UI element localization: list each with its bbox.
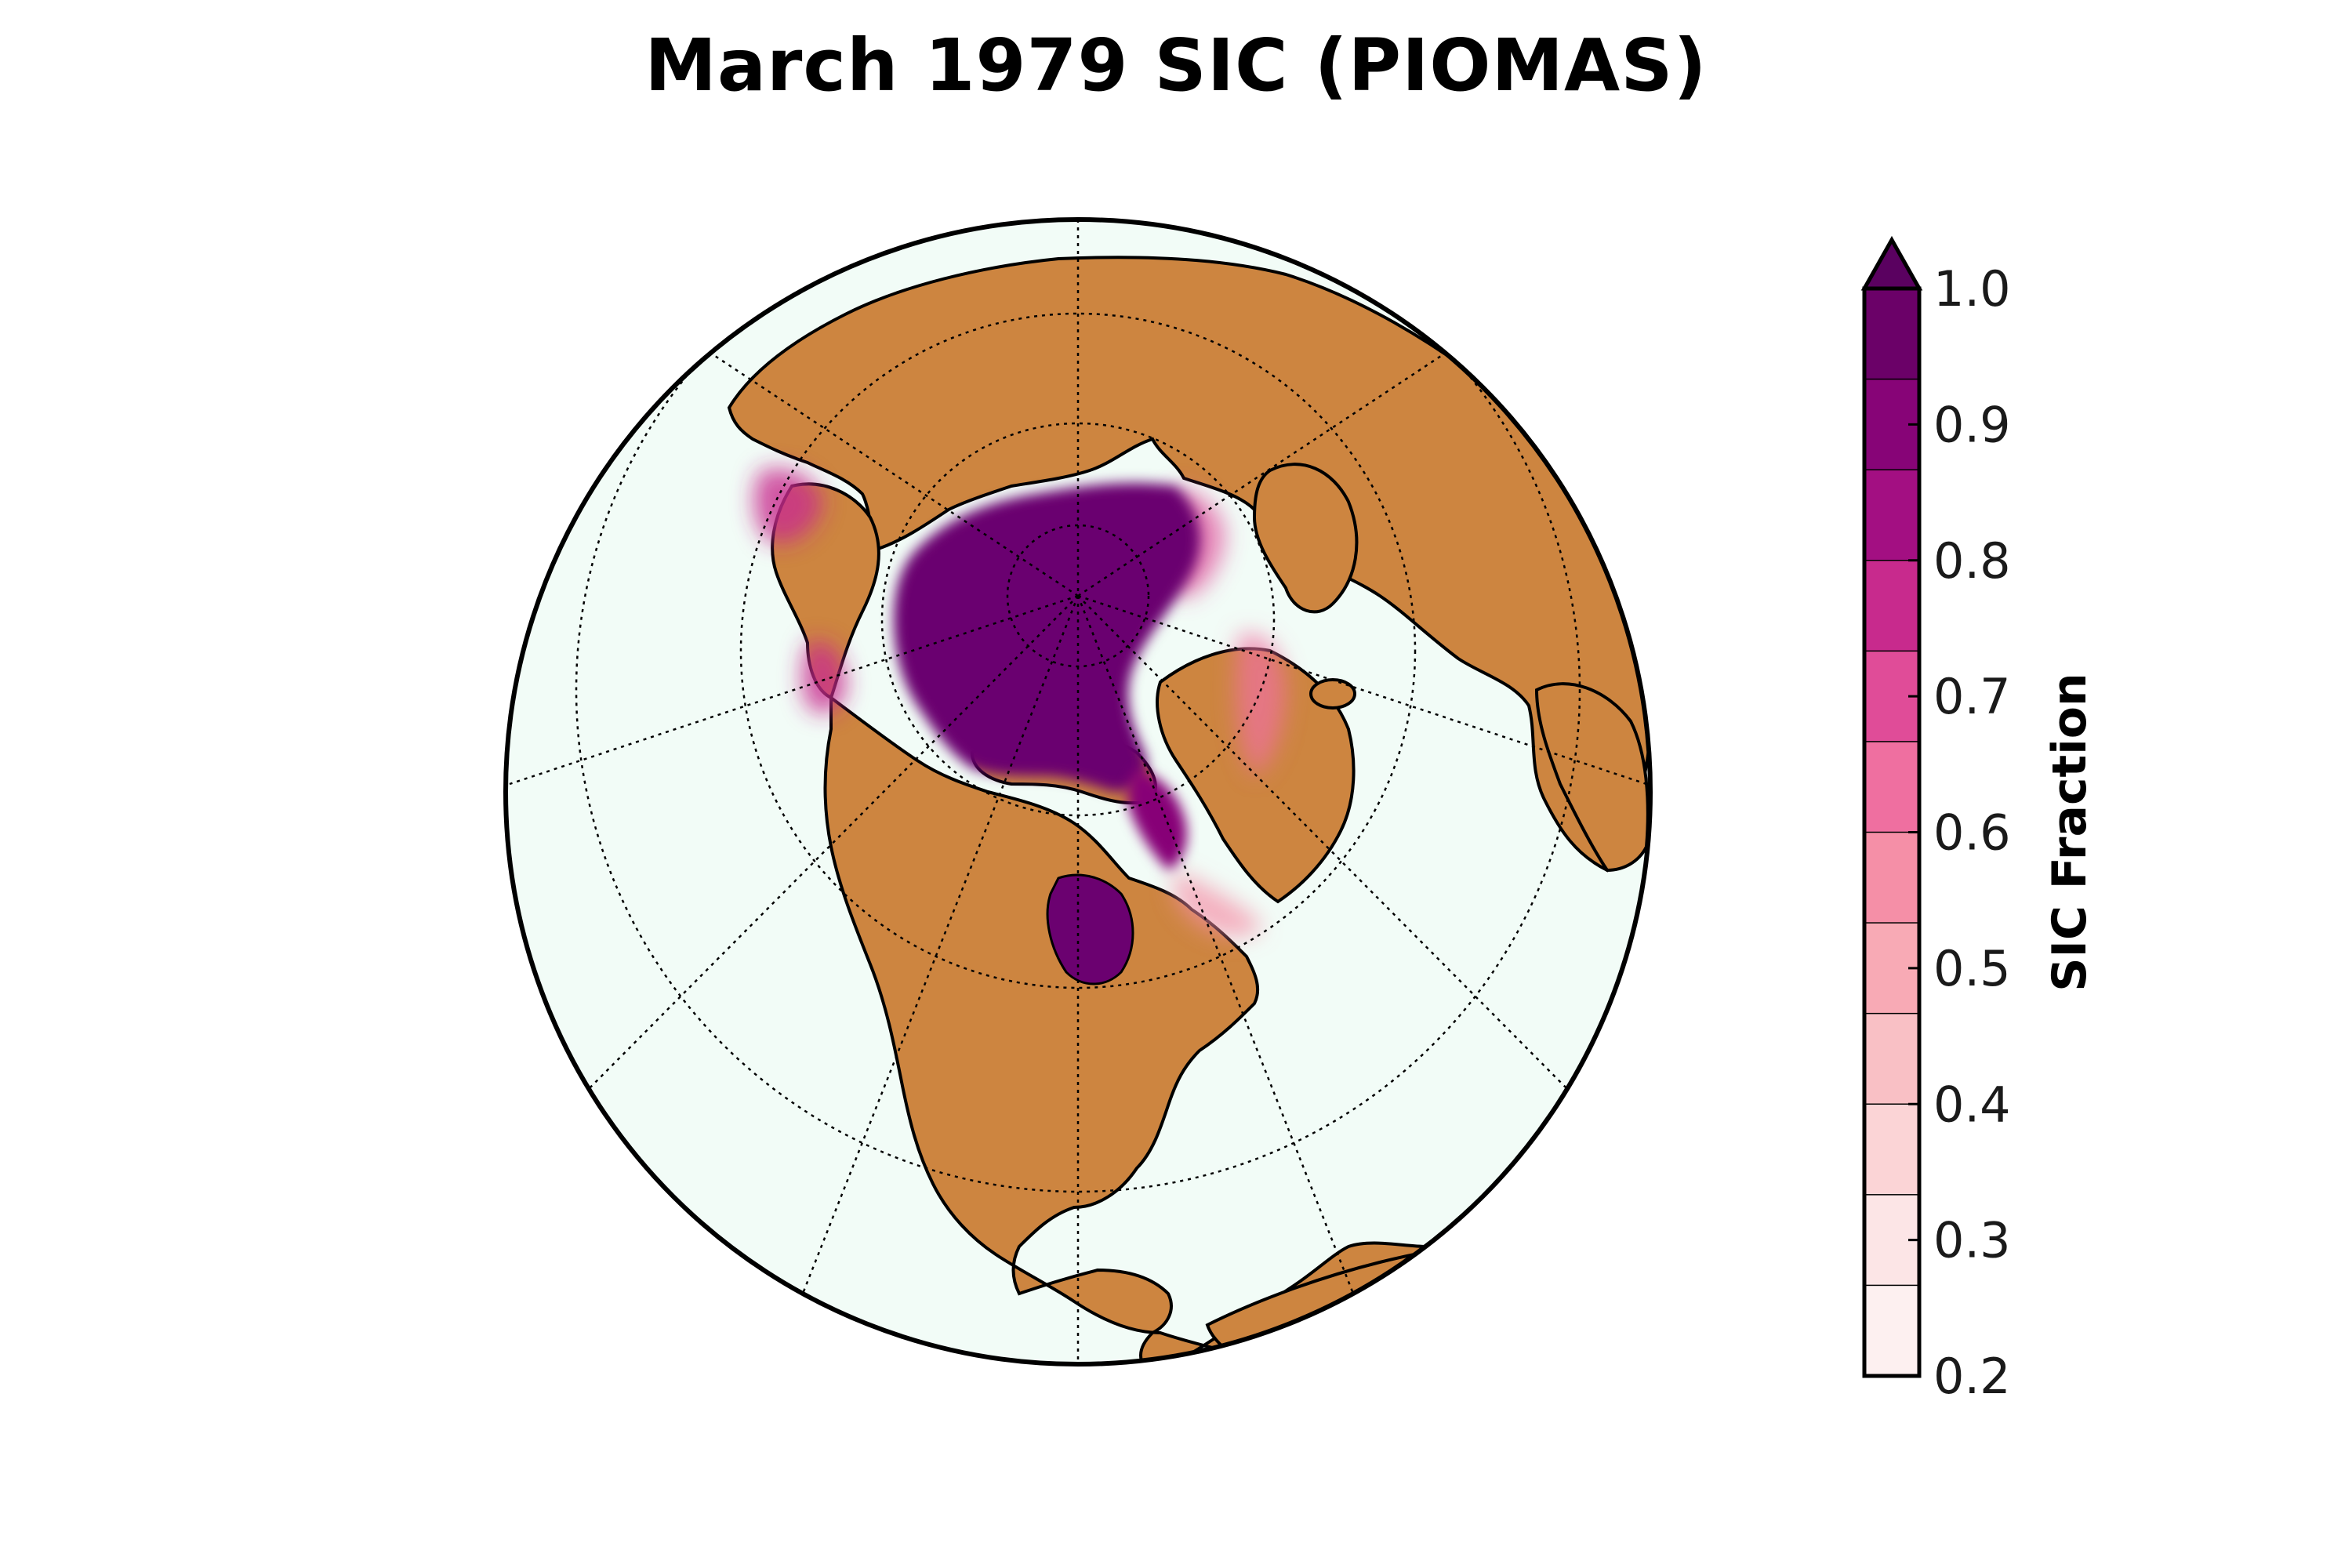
colorbar-label: SIC Fraction [2042, 673, 2097, 991]
land-eurasia [727, 256, 1650, 873]
colorbar: 1.0 0.9 0.8 0.7 0.6 0.5 0.4 0.3 0.2 SIC Fraction [1860, 235, 2097, 1405]
colorbar-band [1864, 1103, 1920, 1196]
colorbar-tick-label: 0.5 [1933, 940, 2011, 997]
graticule [509, 220, 1647, 1364]
colorbar-band [1864, 469, 1920, 562]
colorbar-tick-label: 0.4 [1933, 1076, 2011, 1133]
colorbar-band [1864, 560, 1920, 652]
land-europe [1252, 463, 1359, 614]
colorbar-tick-label: 0.2 [1933, 1348, 2011, 1405]
colorbar-tick-label: 0.8 [1933, 532, 2011, 590]
map-title: March 1979 SIC (PIOMAS) [644, 24, 1708, 107]
colorbar-tick-label: 1.0 [1933, 260, 2011, 318]
colorbar-band [1864, 1012, 1920, 1105]
colorbar-band [1864, 831, 1920, 924]
land-africa [1534, 682, 1650, 873]
colorbar-band [1864, 1284, 1920, 1377]
sea-ice-baffin [1127, 768, 1187, 870]
globe-border [503, 217, 1653, 1367]
colorbar-tick-label: 0.3 [1933, 1212, 2011, 1269]
colorbar-band [1864, 288, 1920, 380]
colorbar-tick-label: 0.9 [1933, 396, 2011, 453]
colorbar-tick-label: 0.6 [1933, 804, 2011, 862]
globe [503, 217, 1653, 1367]
colorbar-tick-label: 0.7 [1933, 668, 2011, 725]
sea-ice-arctic [894, 482, 1200, 792]
land-iceland [1309, 678, 1356, 710]
hudson-bay [1046, 873, 1134, 985]
colorbar-band [1864, 741, 1920, 833]
colorbar-extend-arrow [1860, 235, 1923, 291]
